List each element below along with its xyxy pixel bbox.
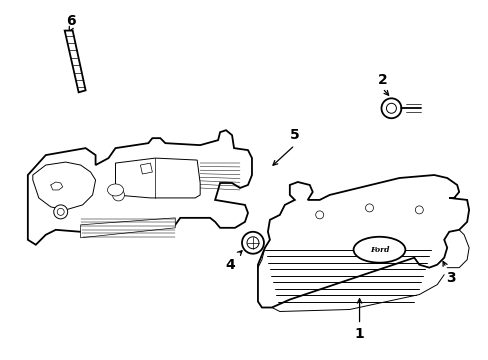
Text: 2: 2 [377, 73, 386, 87]
Text: 1: 1 [354, 327, 364, 341]
Circle shape [365, 204, 373, 212]
Circle shape [112, 189, 124, 201]
Ellipse shape [353, 237, 405, 263]
Circle shape [246, 237, 259, 249]
Polygon shape [258, 175, 468, 307]
Polygon shape [28, 130, 251, 245]
Circle shape [242, 232, 264, 254]
Text: 4: 4 [224, 258, 234, 272]
Polygon shape [81, 218, 175, 238]
Polygon shape [115, 158, 200, 198]
Polygon shape [64, 31, 85, 92]
Circle shape [57, 208, 64, 215]
Text: 6: 6 [66, 14, 75, 28]
Text: 3: 3 [446, 271, 455, 285]
Circle shape [386, 103, 396, 113]
Circle shape [54, 205, 67, 219]
Circle shape [381, 98, 401, 118]
Text: 5: 5 [289, 128, 299, 142]
Ellipse shape [107, 184, 123, 196]
Circle shape [315, 211, 323, 219]
Polygon shape [140, 163, 152, 174]
Text: Ford: Ford [369, 246, 388, 254]
Circle shape [414, 206, 423, 214]
Polygon shape [33, 162, 95, 210]
